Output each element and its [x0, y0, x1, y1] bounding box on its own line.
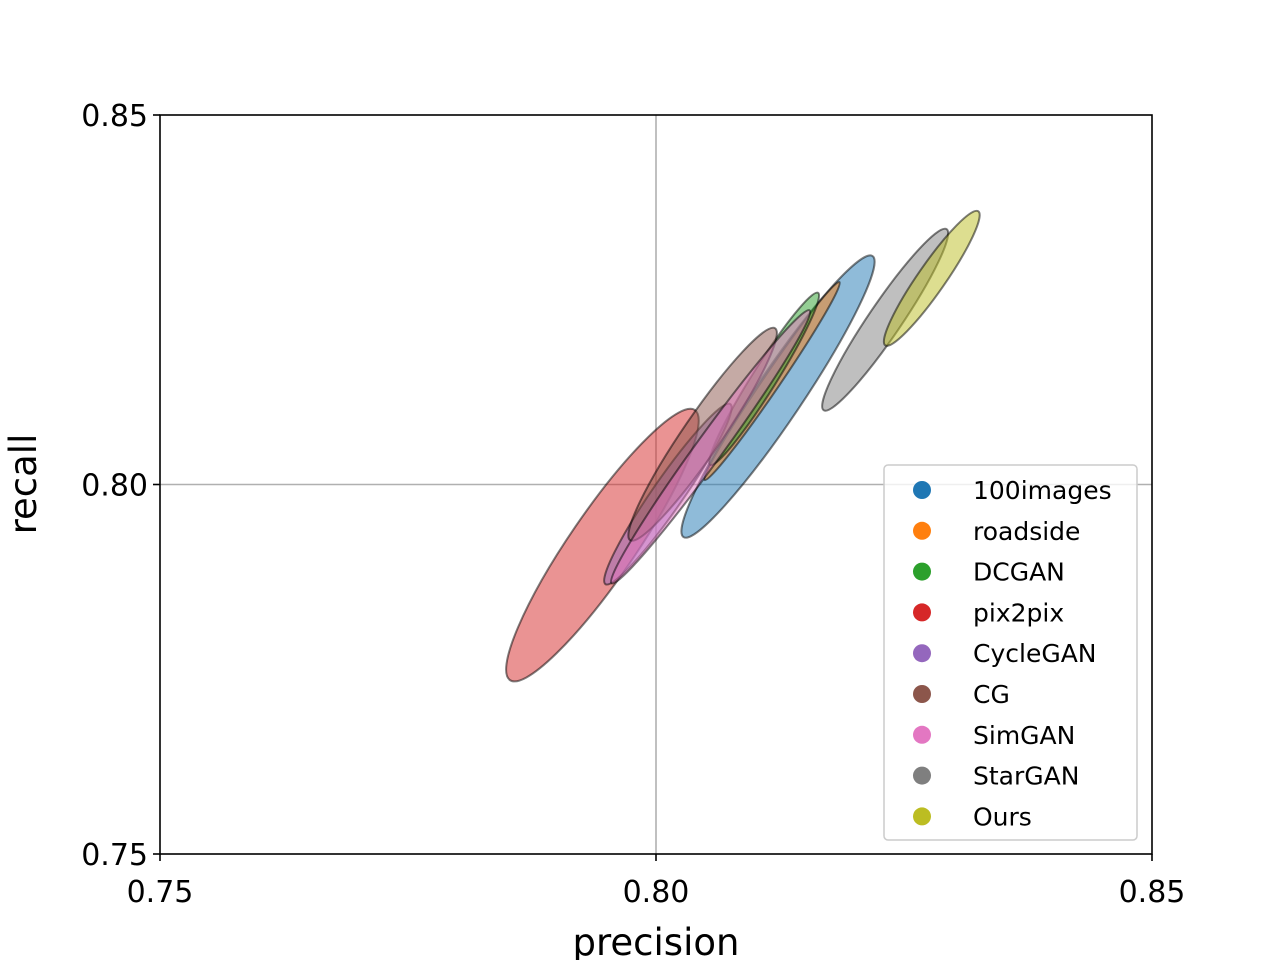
legend-box: [883, 464, 1138, 841]
x-axis-label: precision: [573, 921, 740, 960]
legend-label: Ours: [973, 802, 1032, 831]
legend-marker-cg: [913, 685, 931, 703]
x-axis-ticks: 0.75 0.80 0.85: [127, 854, 1186, 910]
legend-label: CG: [973, 680, 1010, 709]
legend-marker-cyclegan: [913, 644, 931, 663]
legend-label: StarGAN: [973, 762, 1079, 791]
legend-marker-dcgan: [913, 562, 931, 581]
legend-label: 100images: [973, 476, 1112, 505]
y-tick-label: 0.85: [81, 99, 148, 134]
ellipse-100images: [680, 254, 876, 539]
legend-label: CycleGAN: [973, 639, 1097, 668]
legend-label: roadside: [973, 517, 1080, 546]
legend: 100images roadside DCGAN pix2pix CycleGAN CG S…: [883, 464, 1138, 841]
legend-label: pix2pix: [973, 598, 1064, 627]
legend-marker-roadside: [913, 521, 931, 540]
ellipse-ours: [882, 209, 981, 347]
y-axis-label: recall: [2, 434, 45, 535]
y-axis-ticks: 0.75 0.80 0.85: [81, 99, 160, 873]
x-tick-label: 0.75: [127, 875, 194, 910]
y-tick-label: 0.80: [81, 469, 148, 504]
legend-marker-stargan: [913, 766, 931, 785]
legend-label: SimGAN: [973, 721, 1075, 750]
legend-marker-simgan: [913, 725, 931, 744]
ellipses-layer: [505, 209, 981, 683]
x-tick-label: 0.80: [623, 875, 690, 910]
legend-marker-100images: [913, 481, 931, 499]
ellipse-simgan: [609, 309, 812, 585]
legend-marker-pix2pix: [913, 603, 931, 622]
legend-marker-ours: [913, 807, 931, 826]
legend-label: DCGAN: [973, 558, 1065, 587]
y-tick-label: 0.75: [81, 838, 148, 873]
x-tick-label: 0.85: [1119, 875, 1186, 910]
